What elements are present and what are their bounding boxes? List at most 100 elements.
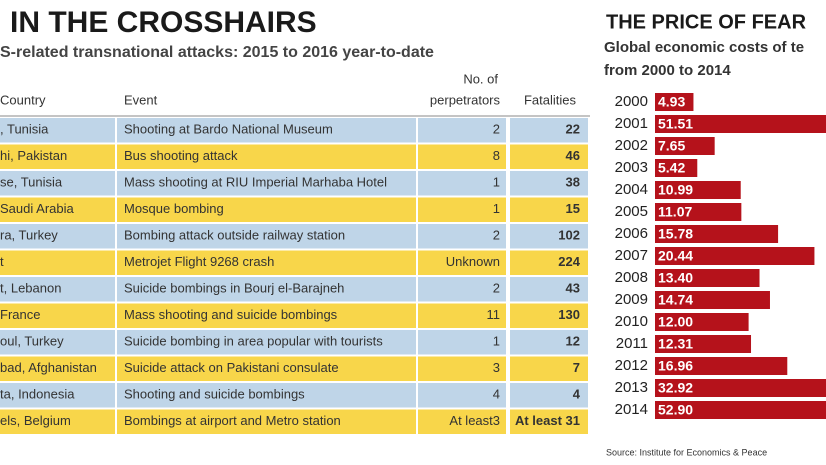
country: oul, Turkey <box>0 334 64 349</box>
value-label: 14.74 <box>658 292 693 308</box>
table-cell <box>510 118 588 143</box>
year-label: 2009 <box>615 291 648 308</box>
country: t, Lebanon <box>0 281 61 296</box>
bar <box>655 93 694 111</box>
perpetrators: 2 <box>493 122 500 137</box>
table-cell <box>0 197 115 222</box>
table-cell <box>0 250 115 275</box>
fatalities: 12 <box>566 334 580 349</box>
value-label: 16.96 <box>658 358 693 374</box>
table-cell <box>117 250 416 275</box>
perpetrators: At least3 <box>449 413 500 428</box>
value-label: 52.90 <box>658 402 693 418</box>
bar <box>655 203 742 221</box>
table-cell <box>418 171 506 196</box>
bar <box>655 181 741 199</box>
year-label: 2002 <box>615 137 648 154</box>
country: hi, Pakistan <box>0 148 67 163</box>
table-cell <box>0 224 115 249</box>
table-cell <box>0 277 115 302</box>
year-label: 2004 <box>615 181 648 198</box>
table-cell <box>0 303 115 328</box>
country: Saudi Arabia <box>0 201 74 216</box>
event: Shooting at Bardo National Museum <box>124 122 333 137</box>
table-cell <box>510 330 588 355</box>
table-cell <box>418 409 506 434</box>
value-label: 4.93 <box>658 94 685 110</box>
bar <box>655 291 770 309</box>
bar <box>655 247 815 265</box>
event: Suicide attack on Pakistani consulate <box>124 360 339 375</box>
table-cell <box>418 144 506 169</box>
perpetrators: 3 <box>493 360 500 375</box>
value-label: 7.65 <box>658 138 685 154</box>
country: , Tunisia <box>0 122 49 137</box>
year-label: 2006 <box>615 225 648 242</box>
table-cell <box>418 197 506 222</box>
event: Mass shooting at RIU Imperial Marhaba Ho… <box>124 175 387 190</box>
table-cell <box>0 356 115 381</box>
table-cell <box>510 144 588 169</box>
perpetrators: 8 <box>493 148 500 163</box>
value-label: 12.31 <box>658 336 693 352</box>
perpetrators: 2 <box>493 228 500 243</box>
year-label: 2014 <box>615 401 648 418</box>
table-cell <box>510 197 588 222</box>
table-cell <box>418 383 506 408</box>
event: Suicide bombing in area popular with tou… <box>124 334 383 349</box>
bar <box>655 313 749 331</box>
bar <box>655 379 826 397</box>
column-header: Country <box>0 92 46 107</box>
table-cell <box>0 118 115 143</box>
value-label: 13.40 <box>658 270 693 286</box>
fatalities: 15 <box>566 201 580 216</box>
event: Metrojet Flight 9268 crash <box>124 254 274 269</box>
value-label: 11.07 <box>658 204 692 220</box>
year-label: 2005 <box>615 203 648 220</box>
fatalities: 46 <box>566 148 580 163</box>
table-cell <box>510 383 588 408</box>
table-cell <box>117 224 416 249</box>
fatalities: 130 <box>558 307 580 322</box>
value-label: 20.44 <box>658 248 693 264</box>
perpetrators: 1 <box>493 334 500 349</box>
fatalities: 7 <box>573 360 580 375</box>
fatalities: 22 <box>566 122 580 137</box>
perpetrators: 4 <box>493 387 500 402</box>
bar <box>655 159 698 177</box>
year-label: 2007 <box>615 247 648 264</box>
fatalities: 4 <box>573 387 581 402</box>
column-header: Event <box>124 92 158 107</box>
table-cell <box>418 303 506 328</box>
chart-subtitle: from 2000 to 2014 <box>604 62 731 79</box>
table-cell <box>510 250 588 275</box>
table-cell <box>117 303 416 328</box>
event: Shooting and suicide bombings <box>124 387 305 402</box>
table-cell <box>117 356 416 381</box>
bar <box>655 335 752 353</box>
country: ra, Turkey <box>0 228 58 243</box>
table-cell <box>117 409 416 434</box>
table-cell <box>117 277 416 302</box>
table-cell <box>418 330 506 355</box>
column-header: perpetrators <box>430 92 501 107</box>
event: Bus shooting attack <box>124 148 238 163</box>
value-label: 32.92 <box>658 380 693 396</box>
event: Mass shooting and suicide bombings <box>124 307 338 322</box>
table-cell <box>0 171 115 196</box>
year-label: 2001 <box>615 115 648 132</box>
table-cell <box>117 171 416 196</box>
year-label: 2000 <box>615 93 648 110</box>
bar <box>655 401 826 419</box>
year-label: 2012 <box>615 357 648 374</box>
table-subtitle: S-related transnational attacks: 2015 to… <box>0 44 434 61</box>
perpetrators: 11 <box>487 307 501 322</box>
country: t <box>0 254 4 269</box>
table-cell <box>510 356 588 381</box>
value-label: 12.00 <box>658 314 693 330</box>
table-cell <box>117 330 416 355</box>
perpetrators: 2 <box>493 281 500 296</box>
table-cell <box>418 250 506 275</box>
table-cell <box>510 409 588 434</box>
chart-subtitle: Global economic costs of te <box>604 39 804 56</box>
